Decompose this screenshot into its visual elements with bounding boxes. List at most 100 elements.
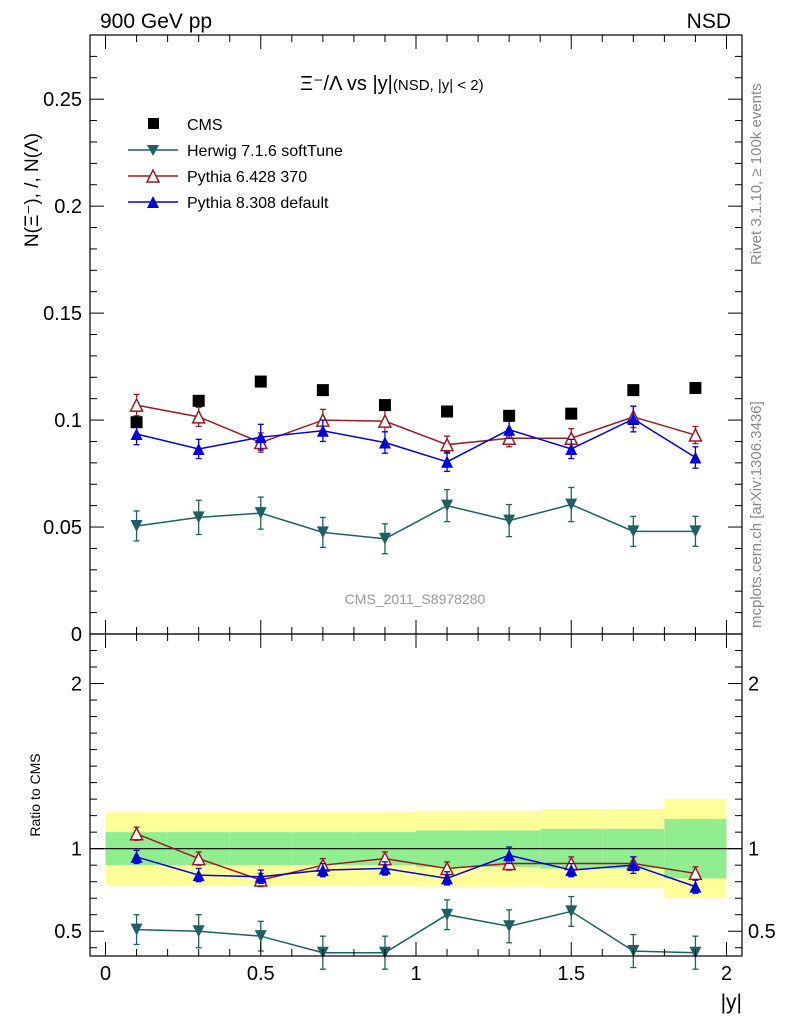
ratio-plot-frame [89, 633, 743, 957]
x-axis-label: |y| [721, 991, 742, 1014]
main-title-suffix: (NSD, |y| < 2) [393, 77, 484, 94]
ratio-herwig-point [503, 920, 516, 933]
main-y-tick-label: 0.2 [54, 196, 82, 218]
x-tick-label: 0.5 [247, 963, 275, 985]
main-pythia8-point [316, 424, 329, 437]
main-pythia6-point [377, 413, 393, 428]
main-cms-point [130, 416, 143, 429]
ratio-y-tick-label-right: 2 [748, 674, 759, 696]
ratio-pythia8-point [378, 862, 391, 875]
main-y-tick-label: 0.05 [43, 517, 82, 539]
ratio-pythia8-point [689, 880, 702, 893]
main-herwig-point [130, 519, 143, 532]
main-title-text: Ξ⁻/Λ vs |y| [300, 73, 393, 95]
main-cms-point [565, 407, 578, 420]
ratio-herwig-point [441, 908, 454, 921]
ratio-pythia8-line [136, 854, 696, 888]
ratio-y-tick-label-left: 1 [71, 839, 82, 861]
ratio-pythia8-point [254, 870, 267, 883]
main-y-tick-label: 0.15 [43, 303, 82, 325]
main-herwig-point [503, 514, 516, 527]
main-pythia8-point [441, 455, 454, 468]
main-herwig-line [136, 503, 696, 540]
legend-label-herwig: Herwig 7.1.6 softTune [187, 143, 343, 160]
main-cms-point [316, 384, 329, 397]
main-pythia6-line [136, 404, 696, 446]
main-pythia6-point [191, 409, 206, 424]
main-pythia8-point [565, 442, 578, 455]
main-herwig-point [689, 525, 702, 538]
legend-marker-herwig [147, 145, 159, 156]
ratio-pythia8-point [565, 864, 578, 877]
ratio-pythia6-point [129, 826, 144, 841]
ratio-herwig-point [192, 925, 205, 938]
x-tick-label: 2 [721, 963, 732, 985]
ratio-herwig-point [565, 905, 578, 918]
ratio-y-tick-label-right: 1 [748, 839, 759, 861]
legend-label-pythia8: Pythia 8.308 default [187, 195, 329, 212]
main-herwig-point [627, 525, 640, 538]
main-pythia6-point [439, 436, 455, 452]
main-title: Ξ⁻/Λ vs |y|(NSD, |y| < 2) [300, 73, 484, 95]
legend-marker-pythia6 [145, 168, 161, 183]
ratio-pythia6-line [136, 833, 696, 881]
main-pythia8-point [192, 442, 205, 455]
main-cms-point [503, 409, 516, 422]
main-cms-point [689, 381, 702, 394]
ratio-herwig-point [254, 930, 267, 943]
ratio-y-tick-label-left: 0.5 [54, 921, 82, 943]
main-y-tick-label: 0 [71, 624, 82, 646]
x-tick-label: 0 [100, 963, 111, 985]
main-pythia8-point [689, 451, 702, 464]
main-pythia8-point [627, 413, 640, 426]
main-pythia8-point [503, 423, 516, 436]
main-pythia8-line [136, 418, 696, 463]
ratio-pythia8-point [627, 859, 640, 872]
main-herwig-point [254, 507, 267, 520]
ratio-herwig-point [130, 923, 143, 936]
legend-label-cms: CMS [187, 117, 223, 134]
energy-label: 900 GeV pp [100, 10, 212, 33]
ratio-y-tick-label-left: 2 [71, 674, 82, 696]
main-y-tick-label: 0.1 [54, 410, 82, 432]
x-tick-label: 1.5 [557, 963, 585, 985]
source-label: mcplots.cern.ch [arXiv:1306.3436] [748, 401, 765, 628]
ratio-y-tick-label-right: 0.5 [748, 921, 776, 943]
ratio-ylabel: Ratio to CMS [27, 753, 43, 836]
legend-marker-pythia8 [147, 196, 159, 208]
legend-marker-cms [148, 118, 159, 129]
ratio-pythia8-point [192, 869, 205, 882]
main-pythia8-point [254, 431, 267, 444]
main-pythia6-point [129, 397, 144, 412]
main-herwig-point [441, 499, 454, 512]
ratio-herwig-line [136, 910, 696, 954]
main-cms-point [192, 394, 205, 407]
main-cms-point [441, 405, 454, 418]
main-herwig-point [192, 511, 205, 524]
rivet-label: Rivet 3.1.10, ≥ 100k events [748, 83, 765, 265]
process-label: NSD [687, 10, 731, 33]
axes-layer: 0 0.5 1 1.5 2 0 0.05 0.1 0.15 0.2 0.25 0.5 0.5 1 1 2 2 [43, 34, 776, 985]
ratio-pythia6-point [191, 850, 206, 866]
ratio-pythia8-point [130, 850, 143, 863]
ratio-pythia8-point [441, 872, 454, 885]
main-cms-point [378, 399, 391, 412]
main-herwig-point [316, 526, 329, 539]
main-herwig-point [378, 532, 391, 545]
main-ylabel: N(Ξ⁻), /, N(Λ) [22, 133, 43, 247]
ratio-pythia8-point [503, 849, 516, 862]
main-series-layer [129, 375, 703, 555]
x-tick-label: 1 [410, 963, 421, 985]
legend-label-pythia6: Pythia 6.428 370 [187, 169, 307, 186]
main-cms-point [254, 375, 267, 388]
main-cms-point [627, 384, 640, 397]
main-y-tick-label: 0.25 [43, 89, 82, 111]
ratio-pythia8-point [316, 864, 329, 877]
main-herwig-point [565, 498, 578, 511]
ratio-band-layer [90, 799, 742, 899]
analysis-watermark: CMS_2011_S8978280 [345, 591, 486, 607]
legend: CMS Herwig 7.1.6 softTune Pythia 6.428 3… [128, 117, 343, 212]
main-pythia8-point [378, 436, 391, 449]
main-pythia8-point [130, 427, 143, 440]
